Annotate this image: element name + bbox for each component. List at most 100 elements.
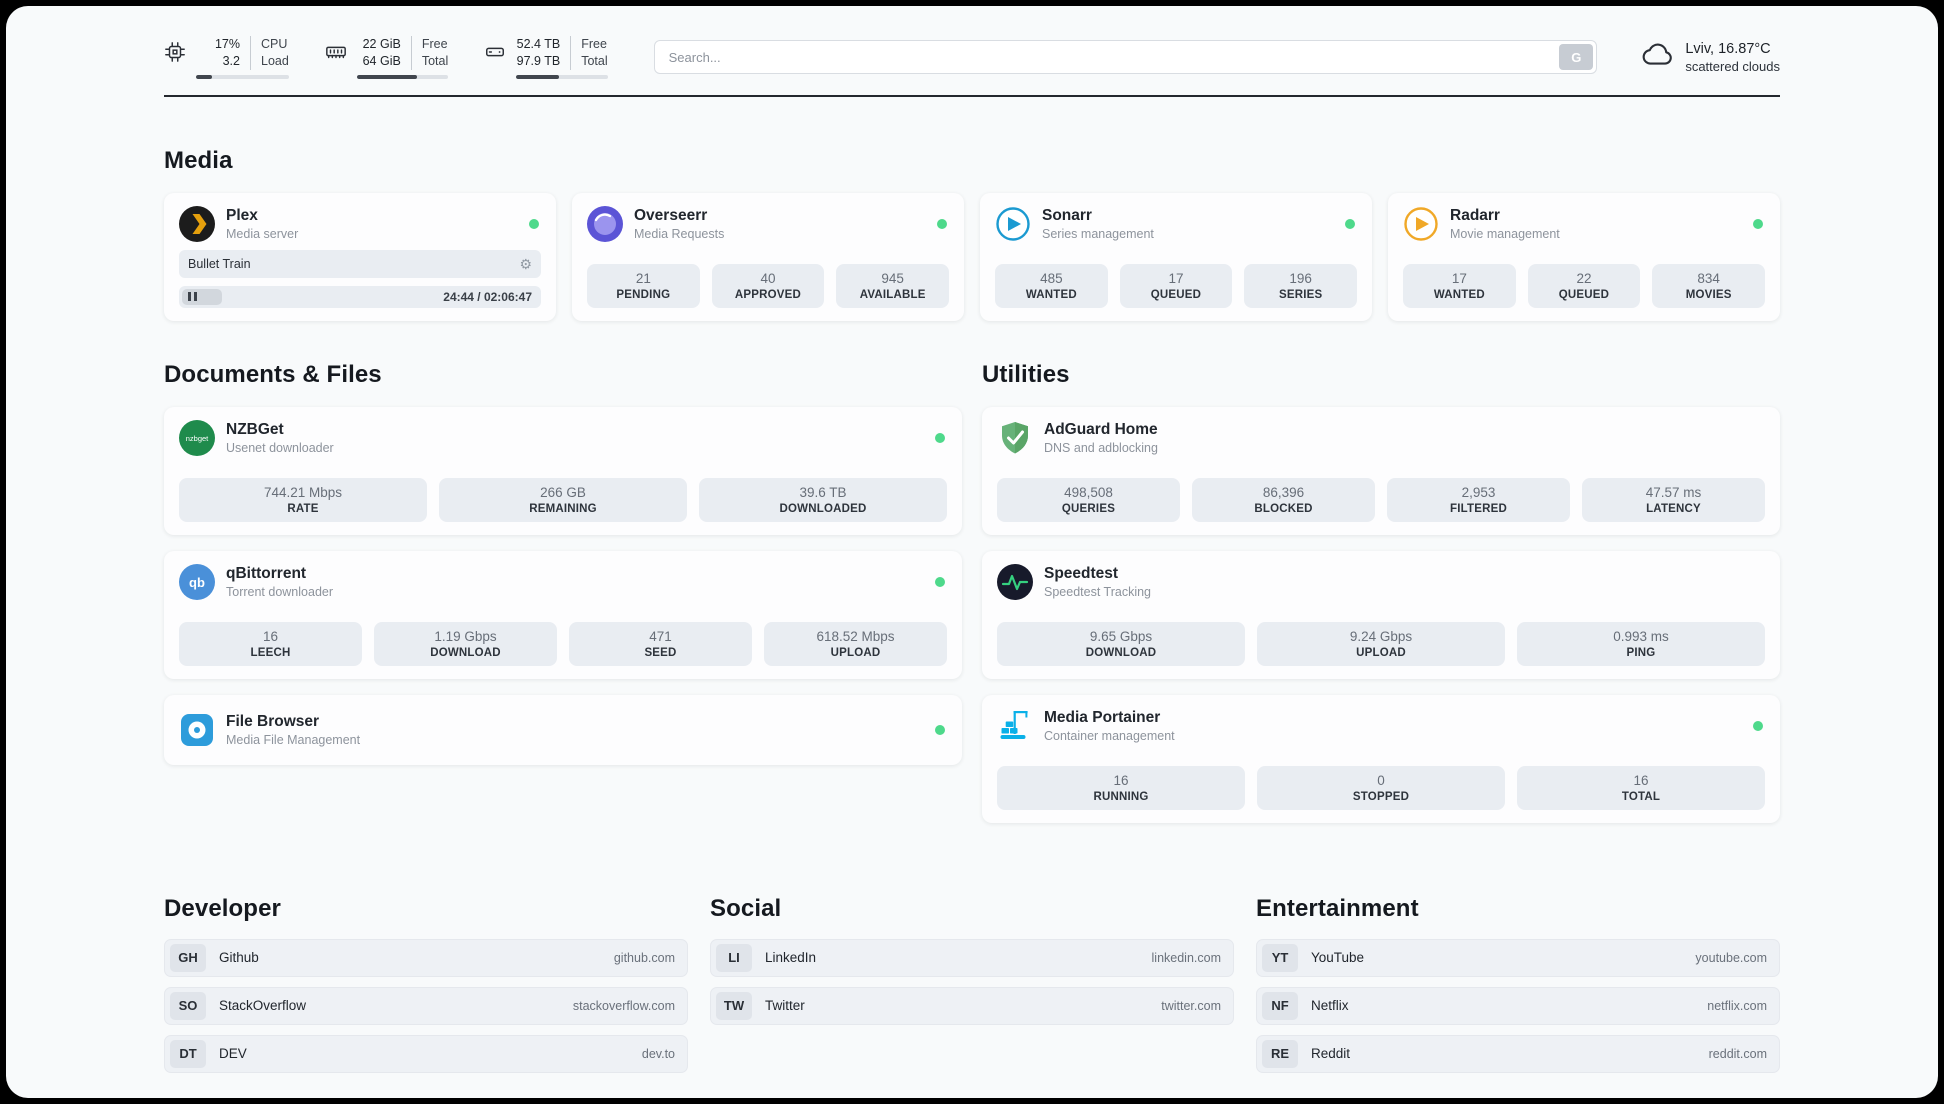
app-name: Media Portainer	[1044, 708, 1161, 726]
system-monitors: 17% 3.2 CPU Load	[164, 36, 608, 79]
stat-queued: 17 QUEUED	[1119, 263, 1233, 308]
app-name: Speedtest	[1044, 564, 1119, 582]
header-divider	[164, 94, 1780, 97]
app-name: File Browser	[226, 712, 320, 730]
search-bar: G	[653, 40, 1598, 75]
svg-text:nzbget: nzbget	[186, 434, 209, 443]
stat-download: 9.65 Gbps DOWNLOAD	[997, 621, 1245, 666]
memory-icon	[325, 41, 347, 63]
player-time: 24:44 / 02:06:47	[443, 289, 532, 304]
bookmark-reddit[interactable]: RE Reddit reddit.com	[1256, 1034, 1780, 1073]
bookmark-youtube[interactable]: YT YouTube youtube.com	[1256, 938, 1780, 977]
bookmark-name: DEV	[219, 1046, 247, 1062]
memory-free-label: Free	[421, 37, 448, 51]
bookmark-netflix[interactable]: NF Netflix netflix.com	[1256, 986, 1780, 1025]
status-dot	[935, 432, 945, 443]
sonarr-card[interactable]: Sonarr Series management 485 WANTED 17 Q…	[980, 192, 1372, 321]
speedtest-card[interactable]: Speedtest Speedtest Tracking 9.65 Gbps D…	[982, 550, 1780, 679]
entertainment-section-title: Entertainment	[1256, 894, 1419, 922]
stat-seed: 471 SEED	[569, 621, 752, 666]
developer-section-title: Developer	[164, 894, 281, 922]
stat-leech: 16 LEECH	[179, 621, 362, 666]
status-dot	[1753, 218, 1763, 229]
stat-blocked: 86,396 BLOCKED	[1192, 477, 1375, 522]
plex-icon	[179, 205, 215, 242]
bookmark-url: linkedin.com	[1151, 950, 1221, 965]
stat-wanted: 485 WANTED	[995, 263, 1108, 308]
sonarr-icon	[995, 206, 1031, 242]
search-input[interactable]	[653, 40, 1598, 75]
bookmark-url: github.com	[613, 950, 675, 965]
qbittorrent-icon: qb	[179, 563, 215, 600]
app-desc: Usenet downloader	[226, 440, 334, 455]
bookmark-url: stackoverflow.com	[572, 998, 675, 1013]
app-desc: Series management	[1042, 226, 1154, 241]
plex-card[interactable]: Plex Media server Bullet Train ⚙ 24:44 /…	[164, 192, 556, 321]
status-dot	[529, 218, 539, 229]
now-playing-bar: Bullet Train ⚙	[179, 250, 541, 279]
bookmark-name: Reddit	[1311, 1046, 1351, 1062]
adguard-card[interactable]: AdGuard Home DNS and adblocking 498,508 …	[982, 406, 1780, 535]
bookmark-name: Github	[219, 950, 259, 966]
storage-free-label: Free	[581, 37, 607, 51]
radarr-card[interactable]: Radarr Movie management 17 WANTED 22 QUE…	[1388, 192, 1780, 321]
bookmark-github[interactable]: GH Github github.com	[164, 938, 688, 977]
bookmark-url: dev.to	[641, 1046, 675, 1061]
cpu-progress-fill	[196, 74, 212, 79]
social-section-title: Social	[710, 894, 782, 922]
bookmark-url: twitter.com	[1161, 998, 1221, 1013]
middle-sections: Documents & Files nzbget NZBGet Usenet d…	[164, 361, 1780, 839]
app-desc: Speedtest Tracking	[1044, 584, 1152, 599]
cpu-icon	[164, 41, 186, 63]
settings-icon[interactable]: ⚙	[519, 256, 532, 273]
storage-free-value: 52.4 TB	[516, 37, 561, 51]
stat-series: 196 SERIES	[1244, 263, 1357, 308]
stat-filtered: 2,953 FILTERED	[1387, 477, 1570, 522]
nzbget-card[interactable]: nzbget NZBGet Usenet downloader 744.21 M…	[164, 406, 962, 535]
stat-queries: 498,508 QUERIES	[997, 477, 1180, 522]
bookmark-twitter[interactable]: TW Twitter twitter.com	[710, 986, 1234, 1025]
portainer-card[interactable]: Media Portainer Container management 16 …	[982, 694, 1780, 823]
overseerr-icon	[587, 205, 623, 242]
utilities-column: Utilities AdGuard Home	[982, 361, 1780, 839]
hard-drive-icon	[484, 41, 506, 63]
stat-latency: 47.57 ms LATENCY	[1582, 477, 1765, 522]
search-engine-button[interactable]: G	[1559, 44, 1594, 71]
stat-rate: 744.21 Mbps RATE	[179, 477, 427, 522]
media-section: Media Plex Media server	[164, 147, 1780, 321]
status-dot	[935, 576, 945, 587]
bookmark-abbr: GH	[170, 943, 206, 972]
weather-location: Lviv, 16.87°C	[1685, 40, 1771, 57]
app-desc: DNS and adblocking	[1044, 440, 1158, 455]
documents-section-title: Documents & Files	[164, 360, 382, 388]
app-name: NZBGet	[226, 420, 284, 438]
app-desc: Torrent downloader	[226, 584, 334, 599]
stat-upload: 9.24 Gbps UPLOAD	[1257, 621, 1505, 666]
memory-monitor: 22 GiB 64 GiB Free Total	[325, 36, 449, 79]
svg-text:qb: qb	[189, 575, 205, 590]
bookmark-abbr: LI	[716, 943, 752, 972]
portainer-icon	[997, 708, 1033, 744]
qbittorrent-card[interactable]: qb qBittorrent Torrent downloader 16 LEE…	[164, 550, 962, 679]
pause-button[interactable]	[182, 288, 222, 305]
app-name: Overseerr	[634, 206, 708, 224]
app-name: qBittorrent	[226, 564, 307, 582]
status-dot	[1753, 720, 1763, 731]
bookmark-url: youtube.com	[1695, 950, 1767, 965]
app-desc: Media server	[226, 226, 299, 241]
memory-progress-fill	[356, 74, 418, 79]
cpu-usage-value: 17%	[214, 37, 240, 51]
social-bookmarks: Social LI LinkedIn linkedin.com TW Twitt…	[710, 895, 1234, 1083]
radarr-icon	[1403, 206, 1439, 242]
overseerr-card[interactable]: Overseerr Media Requests 21 PENDING 40 A…	[572, 192, 964, 321]
bookmark-linkedin[interactable]: LI LinkedIn linkedin.com	[710, 938, 1234, 977]
topbar: 17% 3.2 CPU Load	[164, 6, 1780, 79]
memory-total-label: Total	[421, 53, 449, 68]
stat-queued: 22 QUEUED	[1527, 263, 1641, 308]
filebrowser-card[interactable]: File Browser Media File Management	[164, 694, 962, 765]
bookmark-stackoverflow[interactable]: SO StackOverflow stackoverflow.com	[164, 986, 688, 1025]
bookmark-dev[interactable]: DT DEV dev.to	[164, 1034, 688, 1073]
memory-free-value: 22 GiB	[362, 37, 401, 51]
player-progress-bar[interactable]: 24:44 / 02:06:47	[179, 285, 541, 308]
filebrowser-icon	[179, 712, 215, 748]
